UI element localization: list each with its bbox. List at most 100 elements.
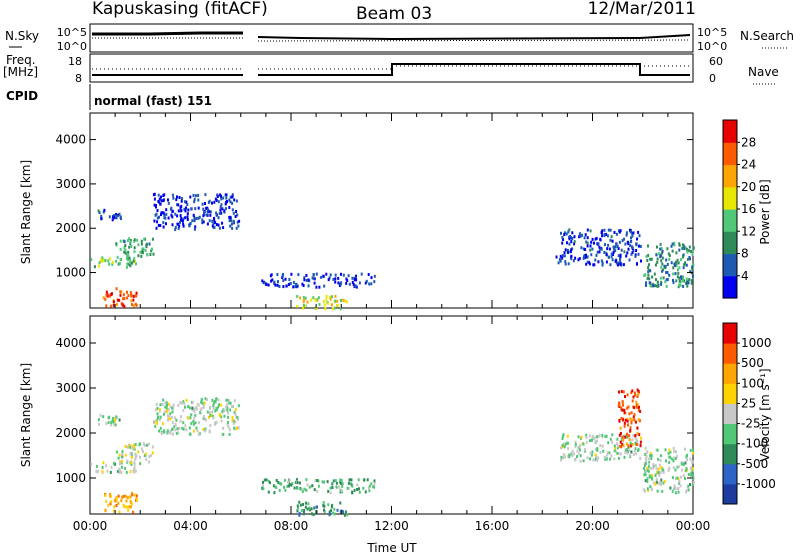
- echo-cell: [186, 212, 189, 216]
- echo-cell: [212, 221, 215, 225]
- echo-cell: [161, 422, 164, 426]
- echo-cell: [613, 247, 616, 251]
- echo-cell: [651, 488, 654, 491]
- echo-cell: [174, 226, 177, 229]
- echo-cell: [596, 242, 599, 246]
- echo-cell: [643, 467, 645, 470]
- echo-cell: [614, 245, 616, 249]
- echo-cell: [656, 260, 659, 264]
- echo-cell: [229, 408, 232, 412]
- echo-cell: [555, 255, 558, 259]
- echo-cell: [336, 304, 338, 308]
- echo-cell: [597, 242, 600, 246]
- echo-cell: [574, 458, 577, 462]
- echo-cell: [116, 255, 119, 259]
- echo-cell: [179, 220, 181, 224]
- echo-cell: [687, 279, 690, 283]
- echo-cell: [160, 432, 163, 436]
- echo-cell: [105, 293, 108, 297]
- echo-cell: [625, 254, 628, 258]
- echo-cell: [298, 513, 301, 517]
- echo-cell: [574, 445, 577, 449]
- echo-cell: [314, 298, 317, 302]
- colorbar-segment: [723, 423, 737, 445]
- echo-cell: [623, 237, 625, 241]
- x-tick-label: 08:00: [274, 519, 309, 533]
- echo-cell: [646, 477, 649, 481]
- echo-cell: [226, 423, 229, 427]
- echo-cell: [593, 241, 595, 245]
- colorbar-tick-label: 25: [741, 396, 756, 410]
- echo-cell: [109, 494, 112, 498]
- echo-cell: [171, 406, 174, 410]
- echo-cell: [119, 290, 122, 294]
- echo-cell: [632, 231, 635, 235]
- echo-cell: [171, 415, 174, 419]
- echo-cell: [234, 215, 237, 218]
- nave-label: Nave: [748, 65, 779, 79]
- echo-cell: [626, 393, 629, 397]
- echo-cell: [590, 240, 593, 244]
- echo-cell: [106, 294, 109, 298]
- echo-cell: [631, 251, 634, 255]
- echo-cell: [626, 432, 628, 436]
- echo-cell: [566, 248, 569, 252]
- echo-cell: [317, 484, 320, 488]
- echo-cell: [237, 426, 240, 430]
- echo-cell: [610, 454, 613, 458]
- echo-cell: [617, 452, 620, 455]
- echo-cell: [215, 397, 218, 401]
- echo-cell: [265, 478, 268, 482]
- echo-cell: [623, 411, 626, 415]
- echo-cell: [671, 489, 674, 493]
- echo-cell: [102, 415, 105, 419]
- echo-cell: [312, 513, 315, 517]
- echo-cell: [676, 454, 679, 458]
- echo-cell: [325, 298, 328, 302]
- echo-cell: [672, 446, 675, 450]
- echo-cell: [668, 257, 671, 261]
- colorbar-frame: [722, 322, 738, 505]
- echo-cell: [224, 405, 227, 409]
- echo-cell: [196, 429, 199, 433]
- echo-cell: [611, 239, 614, 243]
- echo-cell: [609, 437, 612, 441]
- echo-cell: [649, 451, 652, 455]
- echo-cell: [261, 279, 264, 283]
- echo-cell: [139, 462, 142, 466]
- echo-cell: [305, 274, 308, 277]
- echo-cell: [341, 484, 344, 488]
- colorbar-tick-label: 20: [741, 180, 756, 194]
- echo-cell: [672, 459, 675, 463]
- echo-cell: [633, 449, 636, 453]
- echo-region: [152, 192, 241, 232]
- echo-cell: [656, 489, 659, 493]
- echo-region: [104, 491, 138, 514]
- echo-cell: [108, 215, 111, 219]
- echo-cell: [296, 507, 299, 511]
- echo-cell: [596, 439, 598, 443]
- echo-cell: [650, 467, 653, 470]
- echo-cell: [630, 236, 632, 240]
- echo-cell: [675, 456, 677, 460]
- echo-cell: [333, 512, 336, 516]
- echo-cell: [625, 233, 628, 237]
- echo-cell: [666, 278, 669, 281]
- echo-cell: [620, 435, 623, 439]
- echo-cell: [571, 231, 574, 235]
- echo-cell: [649, 454, 652, 458]
- echo-cell: [597, 435, 600, 439]
- echo-cell: [117, 262, 120, 266]
- echo-cell: [235, 199, 238, 203]
- echo-cell: [172, 403, 175, 407]
- echo-cell: [145, 443, 148, 447]
- echo-cell: [340, 298, 342, 302]
- echo-cell: [140, 242, 143, 246]
- panel-frame: [89, 315, 694, 515]
- echo-cell: [603, 455, 606, 459]
- colorbar-tick-label: 12: [741, 224, 756, 238]
- echo-cell: [579, 454, 582, 458]
- echo-cell: [223, 209, 226, 213]
- echo-cell: [117, 494, 120, 498]
- echo-cell: [113, 216, 116, 220]
